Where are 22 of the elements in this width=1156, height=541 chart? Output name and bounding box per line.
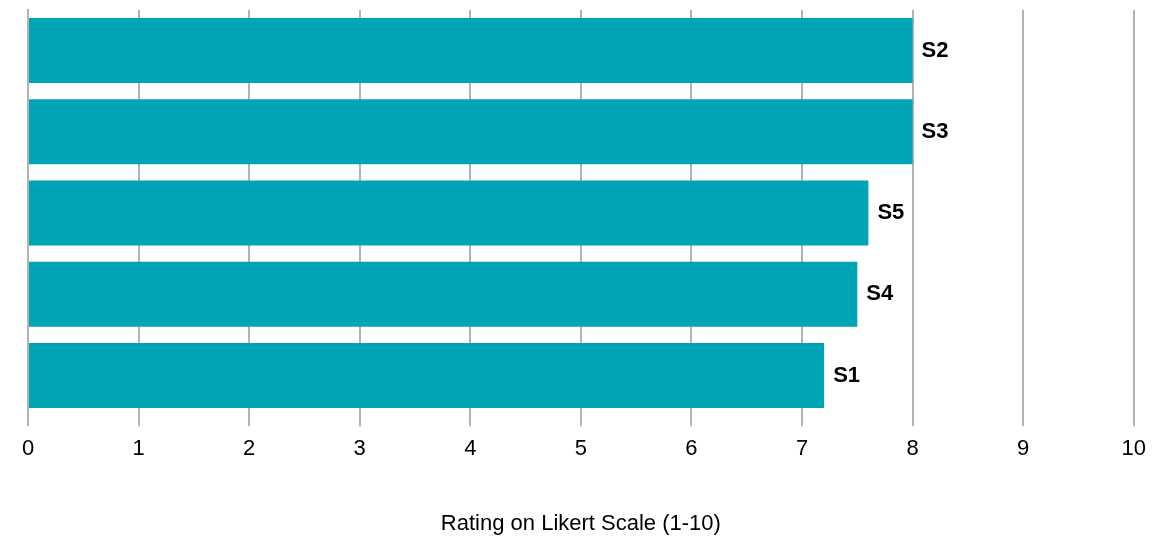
- y-tick-label: S1: [833, 361, 861, 387]
- x-tick-label: 2: [243, 435, 256, 461]
- x-axis-title: Rating on Likert Scale (1-10): [440, 509, 721, 535]
- x-tick-label: 3: [353, 435, 366, 461]
- bar: [29, 180, 869, 246]
- x-tick-label: 4: [464, 435, 477, 461]
- x-tick-label: 0: [21, 435, 35, 461]
- x-tick-label: 8: [906, 435, 919, 461]
- x-tick-label: 1: [132, 435, 145, 461]
- y-tick-label: S4: [866, 280, 894, 306]
- y-tick-label: S2: [921, 36, 949, 62]
- x-tick-label: 9: [1017, 435, 1030, 461]
- y-tick-label: S3: [921, 117, 949, 143]
- x-tick-label: 6: [685, 435, 698, 461]
- x-tick-label: 5: [574, 435, 588, 461]
- bar: [29, 99, 913, 165]
- bar: [29, 261, 858, 327]
- bar: [29, 18, 913, 84]
- y-tick-label: S5: [877, 199, 905, 225]
- x-tick-label: 7: [795, 435, 809, 461]
- x-tick-label: 10: [1121, 435, 1147, 461]
- bar: [29, 343, 825, 409]
